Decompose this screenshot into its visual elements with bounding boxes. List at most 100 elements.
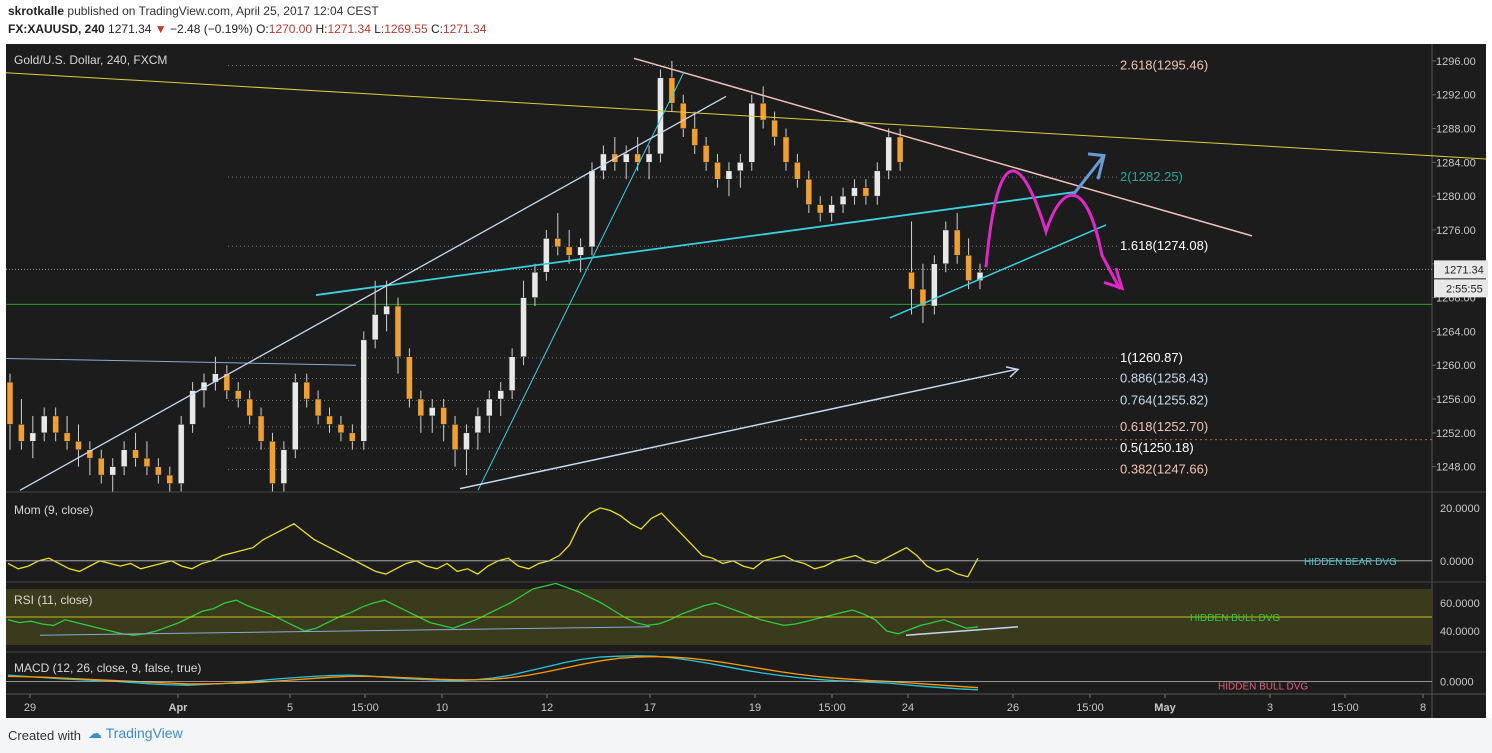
candle-body — [223, 373, 231, 391]
divergence-label: HIDDEN BULL DVG — [1190, 613, 1280, 624]
candle-body — [440, 407, 447, 425]
candle-body — [622, 153, 630, 163]
candle-body — [428, 407, 436, 417]
y-tick-label: 1288.00 — [1436, 124, 1476, 136]
created-with-text: Created with — [8, 728, 81, 743]
candle-body — [463, 432, 470, 450]
candle-body — [862, 187, 870, 197]
y-tick-label: 1264.00 — [1436, 326, 1476, 338]
tradingview-brand: TradingView — [105, 725, 183, 741]
author-link[interactable]: skrotkalle — [8, 4, 65, 18]
candle-body — [269, 441, 276, 484]
x-tick-label: 15:00 — [1331, 702, 1359, 714]
fib-level-label: 2.618(1295.46) — [1120, 57, 1208, 72]
candle-body — [109, 466, 116, 476]
blue-up-arrow — [1070, 154, 1106, 198]
candle-body — [851, 187, 858, 197]
x-tick-label: 19 — [749, 702, 761, 714]
candle-body — [645, 153, 653, 163]
candle-body — [98, 457, 105, 476]
top-bar: skrotkalle published on TradingView.com,… — [0, 0, 1492, 44]
candle-body — [75, 441, 82, 450]
candle-body — [543, 238, 550, 273]
x-tick-label: 12 — [541, 702, 553, 714]
y-tick-label: 1292.00 — [1436, 90, 1476, 102]
indicator-line — [7, 655, 979, 691]
fib-level-label: 0.5(1250.18) — [1120, 440, 1194, 455]
cyan-steep-line — [477, 71, 685, 491]
low-label: L: — [374, 22, 385, 36]
candle-body — [908, 271, 915, 290]
chart-canvas[interactable]: 1296.00 1292.00 1288.00 1284.00 1280.00 1276.… — [0, 0, 1492, 718]
candle-body — [668, 77, 676, 104]
candle-body — [794, 162, 801, 180]
candle-body — [177, 424, 185, 484]
candle-body — [280, 449, 288, 484]
divergence-label: HIDDEN BULL DVG — [1218, 681, 1308, 692]
candle-body — [748, 102, 756, 163]
rsi-divergence-line — [39, 626, 651, 636]
candle-body — [953, 229, 961, 256]
x-tick-label: Apr — [169, 702, 189, 714]
symbol-ohlc-line: FX:XAUUSD, 240 1271.34 ▼ −2.48 (−0.19%) … — [8, 22, 486, 36]
candle-body — [474, 415, 482, 434]
candle-body — [737, 162, 744, 172]
momentum-pane: 20.0000 0.0000 HIDDEN BEAR DVG — [6, 491, 1486, 578]
close-value: 1271.34 — [442, 22, 487, 36]
y-tick-label: 60.0000 — [1440, 598, 1480, 610]
candle-body — [942, 229, 950, 265]
candle-body — [554, 238, 562, 248]
publish-info: skrotkalle published on TradingView.com,… — [8, 4, 379, 18]
candle-body — [657, 77, 664, 155]
candle-body — [771, 119, 778, 138]
x-tick-label: 3 — [1267, 702, 1273, 714]
fib-level-label: 2(1282.25) — [1120, 169, 1183, 184]
candle-body — [155, 466, 162, 476]
candle-body — [52, 415, 59, 434]
candle-body — [805, 178, 813, 205]
candle-body — [725, 170, 733, 180]
candle-body — [497, 390, 504, 400]
rsi-divergence-line-2 — [905, 626, 1019, 636]
candle-body — [874, 170, 881, 197]
open-label: O: — [256, 22, 269, 36]
candle-body — [326, 415, 333, 425]
fib-level-label: 0.382(1247.66) — [1120, 462, 1208, 477]
indicator-line — [7, 507, 979, 578]
fib-level-label: 1.618(1274.08) — [1120, 238, 1208, 253]
candle-body — [18, 424, 25, 442]
candle-body — [839, 195, 847, 205]
candle-body — [337, 424, 345, 434]
cyan-channel-line — [889, 224, 1107, 319]
candle-body — [896, 136, 904, 163]
candle-body — [303, 381, 310, 400]
candle-body — [520, 297, 527, 358]
y-tick-label: 1296.00 — [1436, 56, 1476, 68]
candle-body — [919, 288, 927, 307]
y-tick-label: 1280.00 — [1436, 191, 1476, 203]
tradingview-logo[interactable]: ☁ TradingView — [88, 725, 183, 741]
pink-trendline — [633, 57, 1253, 237]
candle-body — [120, 449, 128, 467]
candle-body — [451, 424, 459, 450]
price-pane: 1296.00 1292.00 1288.00 1284.00 1280.00 1276.… — [5, 44, 1488, 718]
rsi-title: RSI (11, close) — [14, 593, 92, 607]
candle-body — [634, 153, 641, 163]
candle-body — [702, 145, 710, 163]
time-axis: 29 Apr 5 15:00 10 12 17 19 15:00 24 26 15:00 May 3 15:… — [6, 693, 1486, 714]
candle-body — [86, 449, 94, 459]
y-tick-label: 20.0000 — [1440, 503, 1480, 515]
candle-body — [508, 356, 516, 391]
candle-body — [588, 170, 596, 248]
countdown-text: 2:55:55 — [1446, 283, 1483, 295]
fib-level-label: 0.886(1258.43) — [1120, 370, 1208, 385]
candle-body — [965, 255, 972, 281]
last-price-text: 1271.34 — [1444, 264, 1484, 276]
y-tick-label: 1248.00 — [1436, 462, 1476, 474]
y-tick-label: 0.0000 — [1440, 556, 1474, 568]
macd-title: MACD (12, 26, close, 9, false, true) — [14, 661, 201, 675]
candle-body — [714, 162, 721, 180]
candle-body — [885, 136, 892, 172]
x-tick-label: May — [1154, 702, 1176, 714]
candle-body — [63, 432, 71, 442]
